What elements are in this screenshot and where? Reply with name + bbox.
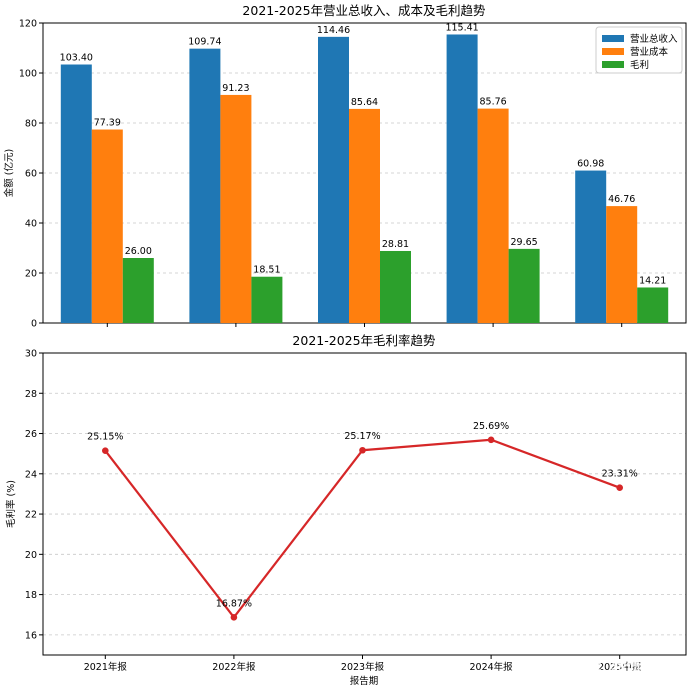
- line-xtick-label: 2024年报: [470, 661, 514, 673]
- bar-data-label: 85.64: [351, 97, 378, 108]
- legend-label: 营业总收入: [630, 33, 678, 45]
- line-point: [359, 446, 366, 454]
- bar-1-1: [220, 94, 252, 323]
- line-ytick-label: 22: [25, 510, 37, 521]
- bar-ytick-label: 0: [31, 319, 37, 330]
- line-ytick-label: 30: [25, 349, 37, 360]
- legend-swatch: [602, 61, 624, 68]
- line-data-label: 25.69%: [473, 421, 509, 432]
- line-chart-ylabel: 毛利率 (%): [5, 480, 17, 528]
- line-point: [102, 447, 109, 454]
- line-xtick-label: 2023年报: [341, 661, 385, 673]
- bar-ytick-label: 120: [19, 19, 37, 30]
- legend-label: 营业成本: [630, 46, 669, 58]
- line-chart-frame: [42, 352, 687, 656]
- bar-data-label: 18.51: [253, 265, 280, 276]
- bar-1-4: [606, 206, 638, 323]
- bar-data-label: 28.81: [382, 239, 409, 250]
- bar-1-3: [477, 108, 509, 323]
- line-data-label: 25.17%: [344, 431, 380, 442]
- line-chart: 2021-2025年毛利率趋势 16 18 20 22 24 26 28 30 25.15% 1…: [5, 333, 687, 687]
- line-series: [104, 438, 621, 620]
- bar-1-2: [349, 108, 380, 324]
- line-ytick-label: 18: [25, 590, 37, 601]
- bar-2-3: [508, 248, 540, 323]
- bar-ytick-label: 40: [25, 219, 37, 230]
- bar-data-label: 115.41: [445, 22, 478, 33]
- bar-2-2: [380, 250, 411, 323]
- bar-2-4: [637, 287, 669, 323]
- bar-0-1: [189, 48, 221, 324]
- line-data-label: 23.31%: [602, 469, 638, 480]
- line-point: [487, 436, 495, 444]
- line-xtick-label: 2025中报: [598, 661, 642, 673]
- bar-0-2: [318, 36, 349, 323]
- bar-2-0: [122, 258, 154, 323]
- bar-data-label: 91.23: [222, 83, 249, 94]
- bar-data-label: 26.00: [125, 246, 152, 257]
- bar-chart-title: 2021-2025年营业总收入、成本及毛利趋势: [242, 3, 486, 18]
- bar-data-label: 77.39: [94, 118, 121, 129]
- bar-chart: 2021-2025年营业总收入、成本及毛利趋势 020406080100120 …: [3, 3, 687, 330]
- bar-0-0: [60, 64, 92, 323]
- bar-chart-ylabel: 金额 (亿元): [3, 149, 15, 197]
- legend-label: 毛利: [630, 59, 649, 71]
- line-ytick-label: 28: [25, 389, 37, 400]
- bar-2-1: [251, 276, 283, 323]
- legend-swatch: [602, 35, 624, 42]
- bar-ytick-label: 80: [25, 119, 37, 130]
- bar-data-label: 29.65: [510, 237, 537, 248]
- line-point: [616, 484, 623, 491]
- bar-data-label: 60.98: [577, 159, 604, 170]
- line-chart-title: 2021-2025年毛利率趋势: [292, 333, 436, 348]
- bar-ytick-label: 20: [25, 269, 37, 280]
- line-xtick-label: 2022年报: [212, 661, 256, 673]
- bar-1-0: [91, 129, 123, 323]
- line-ytick-label: 20: [25, 550, 37, 561]
- bar-0-3: [446, 34, 478, 323]
- line-ytick-label: 26: [25, 429, 37, 440]
- line-data-label: 16.87%: [216, 598, 252, 609]
- bar-0-4: [575, 170, 607, 323]
- line-ytick-label: 24: [25, 469, 37, 480]
- line-chart-xlabel: 报告期: [350, 675, 379, 687]
- line-point: [230, 614, 238, 621]
- watermark: 雪球：转债节度使: [566, 657, 687, 675]
- bar-data-label: 109.74: [188, 37, 221, 48]
- bar-ytick-label: 100: [19, 69, 37, 80]
- line-data-label: 25.15%: [87, 432, 123, 443]
- line-xtick-label: 2021年报: [84, 661, 128, 673]
- bar-data-label: 103.40: [60, 53, 93, 64]
- bar-ytick-label: 60: [25, 169, 37, 180]
- bar-data-label: 46.76: [608, 194, 635, 205]
- legend-swatch: [602, 48, 624, 55]
- bar-data-label: 85.76: [479, 97, 506, 108]
- line-ytick-label: 16: [25, 630, 37, 641]
- bar-data-label: 14.21: [639, 275, 666, 286]
- bar-data-label: 114.46: [317, 25, 350, 36]
